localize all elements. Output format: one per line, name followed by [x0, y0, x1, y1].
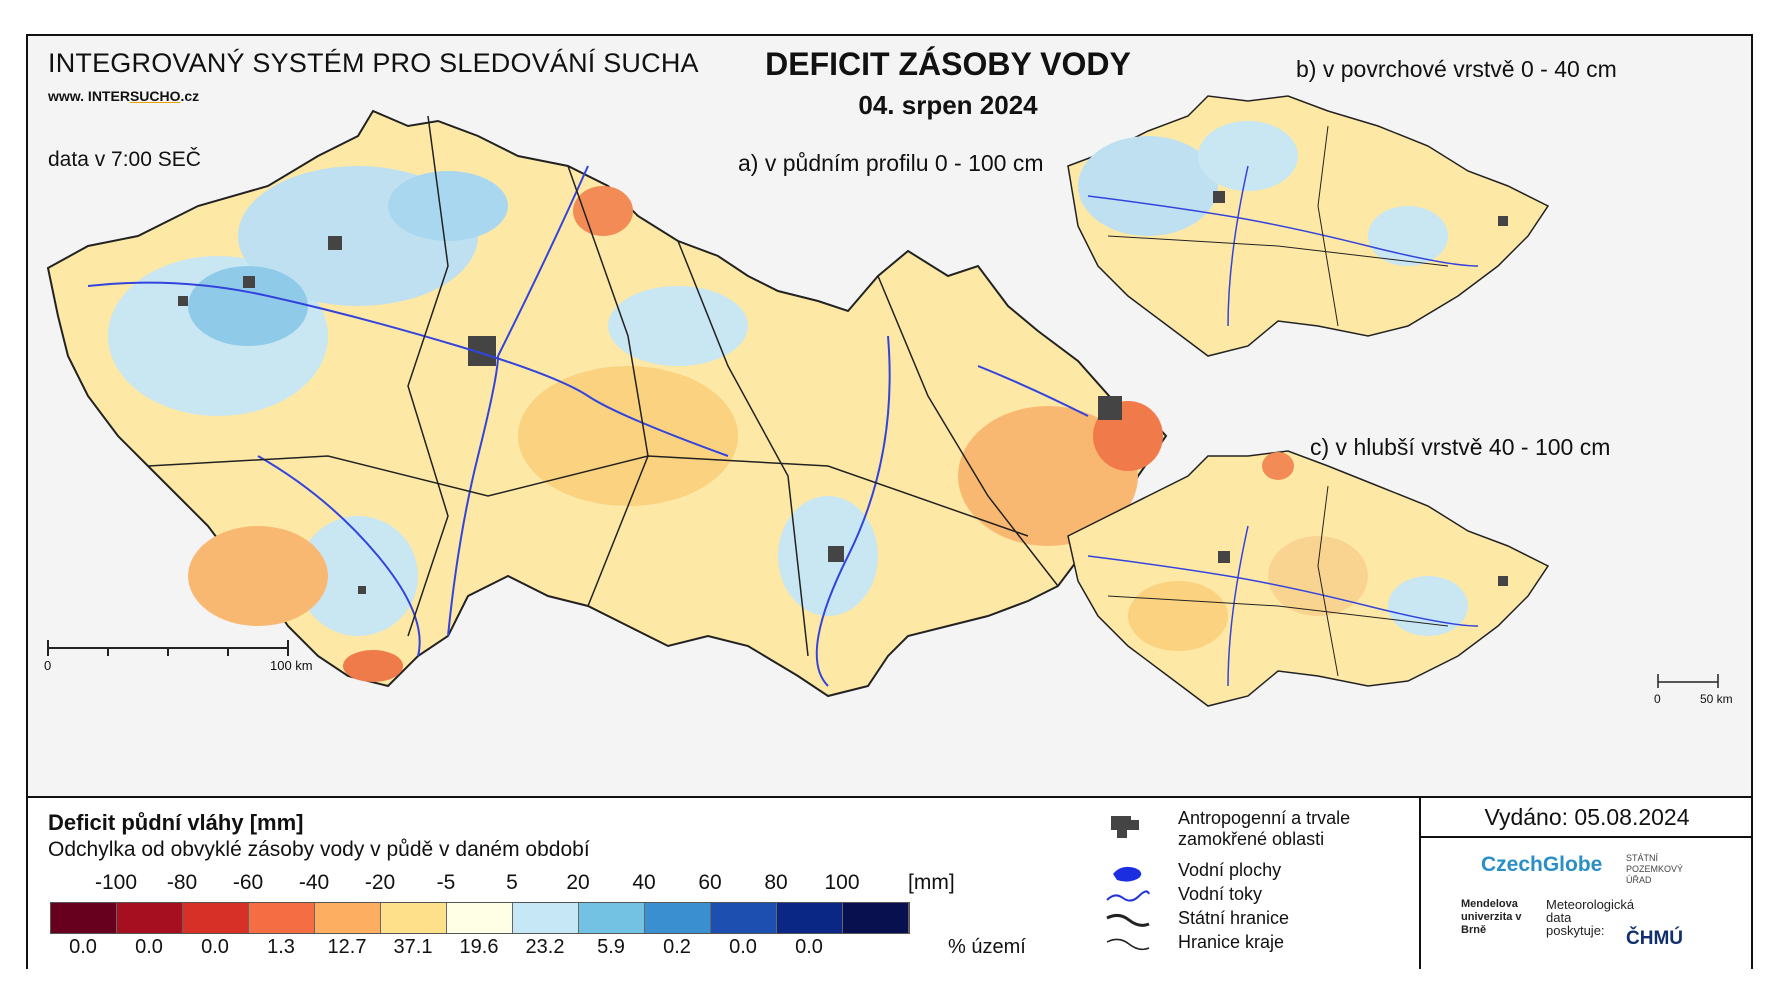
key-water-bodies: Vodní plochy — [1178, 860, 1282, 880]
map-c — [1067, 450, 1719, 707]
website-link[interactable]: www. INTERSUCHO.cz — [48, 88, 200, 104]
legend-percentage: 5.9 — [597, 936, 625, 958]
color-bar-cell — [381, 903, 447, 933]
meteorological-text: Meteorologická data poskytuje: — [1546, 897, 1635, 938]
scale-small-end: 50 km — [1700, 692, 1733, 706]
color-bar — [50, 902, 910, 934]
czechglobe-logo: CzechGlobe — [1481, 853, 1603, 876]
color-bar-cell — [843, 903, 909, 933]
key-rivers: Vodní toky — [1178, 884, 1263, 904]
state-border-icon — [1106, 913, 1150, 927]
map-a — [46, 109, 1168, 698]
color-bar-cell — [711, 903, 777, 933]
key-anthropogenic-2: zamokřené oblasti — [1178, 829, 1325, 849]
legend-tick: 100 — [824, 871, 860, 894]
spu-logo: STÁTNÍ POZEMKOVÝ ÚŘAD — [1626, 853, 1684, 885]
color-bar-cell — [579, 903, 645, 933]
map-area: INTEGROVANÝ SYSTÉM PRO SLEDOVÁNÍ SUCHA w… — [28, 36, 1751, 796]
chmu-logo: ČHMÚ — [1626, 928, 1683, 949]
legend-percentage: 19.6 — [459, 936, 499, 958]
legend-percentage: 1.3 — [267, 936, 295, 958]
legend-tick: -40 — [298, 871, 330, 894]
key-state-border: Státní hranice — [1178, 908, 1290, 928]
map-b — [1067, 95, 1550, 357]
map-a-label: a) v půdním profilu 0 - 100 cm — [738, 150, 1044, 176]
legend-tick: 20 — [566, 871, 590, 894]
color-bar-cell — [51, 903, 117, 933]
legend-percentage: 0.2 — [663, 936, 691, 958]
data-time: data v 7:00 SEČ — [48, 148, 201, 171]
color-bar-cell — [183, 903, 249, 933]
map-frame: INTEGROVANÝ SYSTÉM PRO SLEDOVÁNÍ SUCHA w… — [26, 34, 1753, 969]
legend-tick: -60 — [232, 871, 264, 894]
mendel-logo: Mendelova univerzita v Brně — [1461, 898, 1522, 936]
legend-title: Deficit půdní vláhy [mm] — [48, 810, 304, 835]
scale-small-start: 0 — [1654, 692, 1661, 706]
legend-tick: -100 — [94, 871, 138, 894]
anthropogenic-icon — [1111, 816, 1139, 838]
legend-tick: 80 — [764, 871, 788, 894]
issued-box: Vydáno: 05.08.2024 CzechGlobe STÁTNÍ POZ… — [1419, 798, 1753, 969]
system-title: INTEGROVANÝ SYSTÉM PRO SLEDOVÁNÍ SUCHA — [48, 48, 699, 78]
water-body-icon — [1113, 866, 1142, 882]
map-b-label: b) v povrchové vrstvě 0 - 40 cm — [1296, 56, 1617, 82]
color-bar-cell — [645, 903, 711, 933]
color-bar-cell — [315, 903, 381, 933]
legend-tick: 5 — [506, 871, 518, 894]
legend-unit: [mm] — [908, 871, 955, 894]
legend-tick: 40 — [632, 871, 656, 894]
legend-subtitle: Odchylka od obvyklé zásoby vody v půdě v… — [48, 838, 590, 861]
legend-tick: -80 — [166, 871, 198, 894]
legend-tick: -5 — [436, 871, 456, 894]
legend-tick: 60 — [698, 871, 722, 894]
region-border-icon — [1106, 938, 1150, 951]
legend-percentage: 0.0 — [795, 936, 823, 958]
legend-percentage: 0.0 — [69, 936, 97, 958]
legend-percentage: 12.7 — [327, 936, 367, 958]
legend-tick: -20 — [364, 871, 396, 894]
legend-percentage: 0.0 — [201, 936, 229, 958]
color-bar-cell — [777, 903, 843, 933]
river-icon — [1106, 890, 1150, 902]
scale-main-start: 0 — [44, 658, 52, 673]
scale-main-end: 100 km — [270, 658, 313, 673]
percent-label: % území — [948, 936, 1026, 958]
key-anthropogenic: Antropogenní a trvale — [1178, 808, 1351, 828]
maps-svg — [46, 95, 1719, 707]
color-bar-cell — [249, 903, 315, 933]
color-bar-cell — [117, 903, 183, 933]
legend-panel: Deficit půdní vláhy [mm] Odchylka od obv… — [28, 796, 1753, 969]
legend-percentage: 37.1 — [393, 936, 433, 958]
map-c-label: c) v hlubší vrstvě 40 - 100 cm — [1310, 434, 1611, 460]
legend-percentage: 0.0 — [729, 936, 757, 958]
color-bar-cell — [513, 903, 579, 933]
legend-percentage: 23.2 — [525, 936, 565, 958]
main-title: DEFICIT ZÁSOBY VODY — [765, 46, 1131, 82]
main-date: 04. srpen 2024 — [858, 90, 1038, 120]
issued-date: Vydáno: 05.08.2024 — [1421, 798, 1753, 838]
legend-percentage: 0.0 — [135, 936, 163, 958]
color-bar-cell — [447, 903, 513, 933]
key-region-border: Hranice kraje — [1178, 932, 1285, 952]
